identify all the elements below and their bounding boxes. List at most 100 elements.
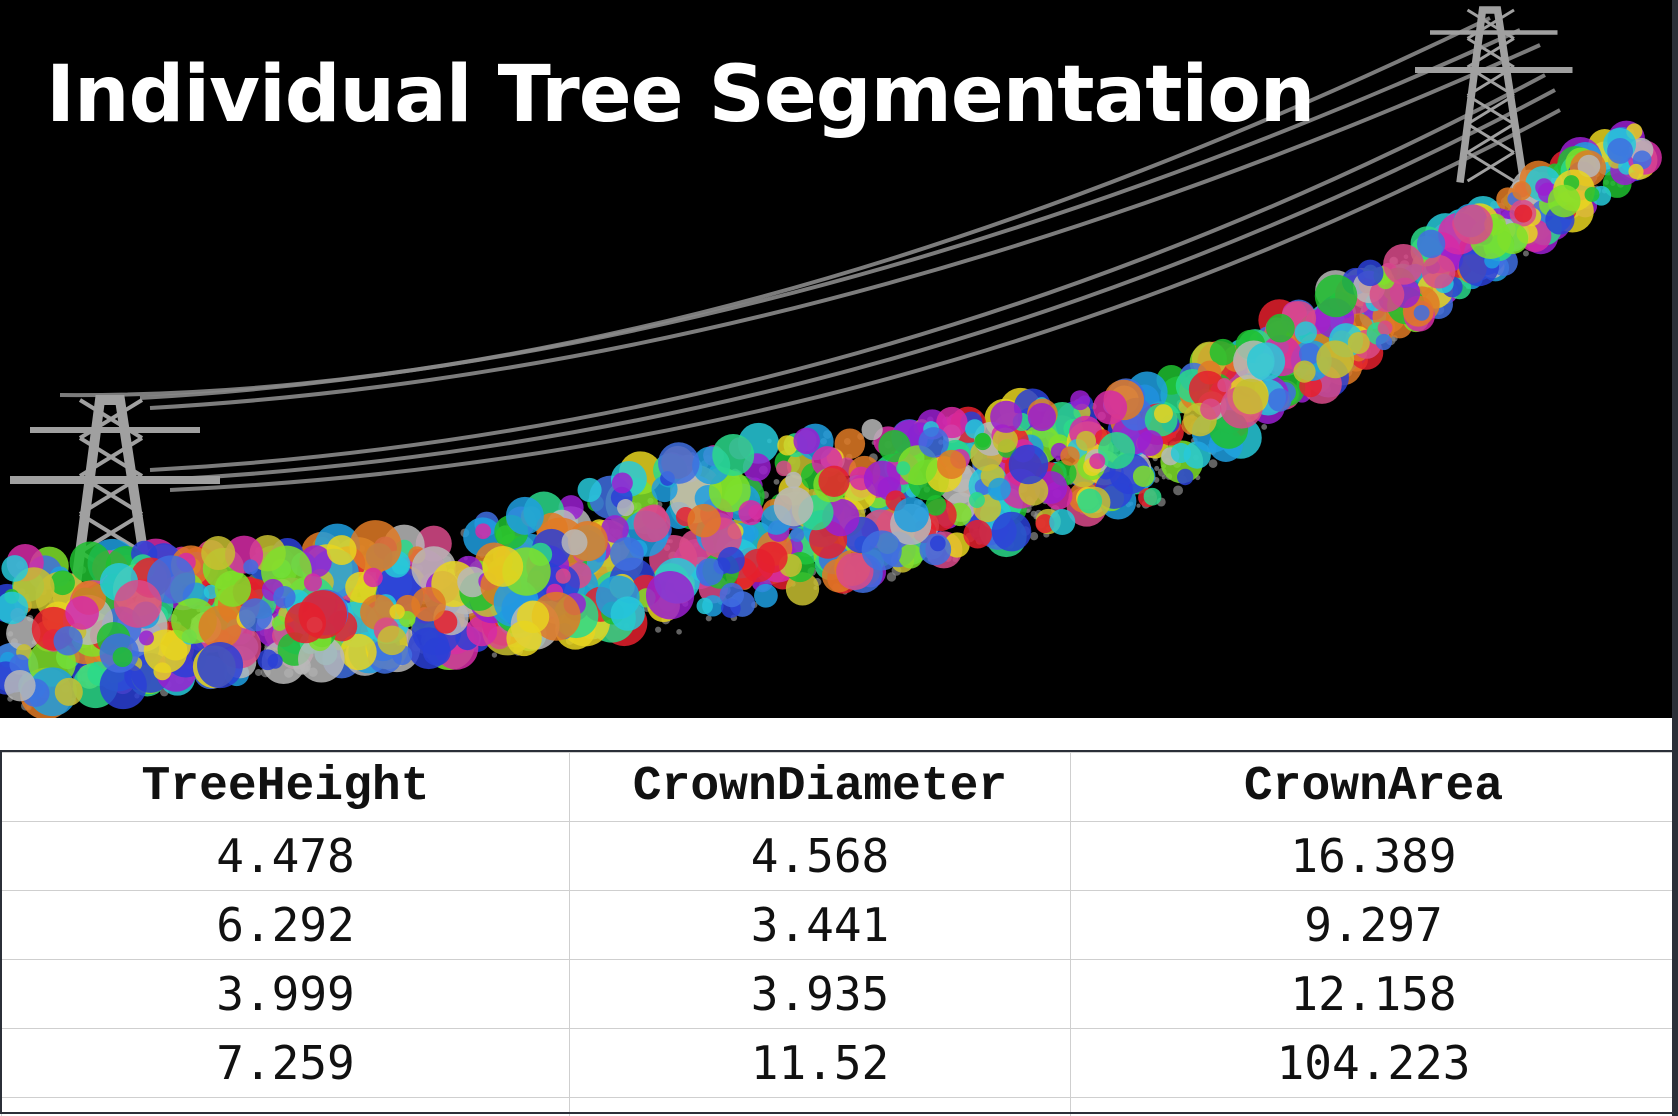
tree-crown: [1316, 340, 1355, 379]
tree-crown: [1132, 465, 1155, 487]
tree-crown: [790, 527, 805, 542]
tree-crown: [918, 427, 949, 458]
cell-crown-diameter[interactable]: 3.935: [569, 959, 1071, 1029]
table-row-partial[interactable]: [1, 1097, 1677, 1116]
tree-crown: [925, 495, 947, 516]
column-header-crown-area[interactable]: CrownArea: [1070, 752, 1677, 822]
tree-crown: [1375, 333, 1393, 351]
tree-crown: [1497, 223, 1529, 255]
tree-crown: [214, 570, 252, 607]
cell-crown-area[interactable]: 12.158: [1070, 959, 1677, 1029]
column-header-crown-diameter[interactable]: CrownDiameter: [569, 752, 1071, 822]
attribute-table: TreeHeight CrownDiameter CrownArea 4.478…: [1, 752, 1677, 1116]
tree-crown: [1265, 313, 1295, 343]
tree-crown: [69, 541, 112, 583]
tree-crown: [1421, 254, 1456, 289]
tree-crown: [963, 519, 992, 549]
cell-tree-height[interactable]: [1, 1097, 570, 1116]
cell-tree-height[interactable]: 7.259: [1, 1028, 570, 1098]
tree-crown: [53, 626, 83, 656]
tree-crown: [1413, 304, 1430, 321]
tree-crown: [1098, 432, 1136, 469]
cell-tree-height[interactable]: 4.478: [1, 821, 570, 891]
tree-crown: [0, 591, 29, 625]
tree-crown: [898, 544, 923, 569]
tree-crown: [777, 435, 798, 456]
cell-crown-area[interactable]: 16.389: [1070, 821, 1677, 891]
tree-crown: [611, 472, 633, 494]
cell-crown-diameter[interactable]: 3.441: [569, 890, 1071, 960]
tree-crown: [1607, 138, 1633, 164]
tree-crown: [776, 460, 792, 477]
tree-crown: [742, 525, 759, 542]
tree-crown: [1200, 398, 1222, 420]
power-line: [159, 88, 1556, 482]
tree-crown: [197, 642, 244, 689]
tree-crown: [50, 570, 75, 596]
cell-crown-diameter[interactable]: 4.568: [569, 821, 1071, 891]
tree-crown: [298, 635, 345, 683]
tree-crown: [1299, 342, 1321, 365]
cell-tree-height[interactable]: 6.292: [1, 890, 570, 960]
tree-crown: [1209, 338, 1237, 366]
tree-crown: [1628, 163, 1644, 180]
ground-point: [1522, 250, 1529, 257]
tree-crown: [201, 536, 236, 571]
tree-crown: [1188, 370, 1227, 409]
tree-crown: [555, 568, 571, 584]
ground-point: [1208, 459, 1218, 468]
table-row[interactable]: 7.259 11.52 104.223: [1, 1028, 1677, 1098]
tree-crown: [411, 586, 446, 622]
tree-crown: [610, 596, 645, 631]
tree-crown: [893, 497, 929, 533]
tree-crown: [298, 590, 348, 639]
window-edge: [1672, 0, 1678, 1116]
table-row[interactable]: 6.292 3.441 9.297: [1, 890, 1677, 960]
tree-crown: [273, 585, 296, 609]
tree-crown: [601, 515, 629, 543]
tree-crown: [773, 486, 814, 527]
tree-crown: [1453, 204, 1493, 245]
tree-crown: [929, 535, 946, 552]
tree-crown: [457, 566, 488, 598]
tree-crown: [340, 633, 377, 671]
ground-point: [773, 478, 780, 485]
cell-crown-diameter[interactable]: [569, 1097, 1071, 1116]
tree-crown: [990, 400, 1023, 433]
tree-crown: [363, 567, 383, 588]
ground-point: [491, 652, 498, 658]
cell-crown-diameter[interactable]: 11.52: [569, 1028, 1071, 1098]
tree-crown: [1153, 404, 1173, 424]
tree-crown: [1060, 446, 1080, 466]
point-cloud-viewport[interactable]: Individual Tree Segmentation: [0, 0, 1678, 718]
tree-crown: [1377, 320, 1393, 336]
tree-crown: [719, 582, 745, 608]
segmented-point-cloud[interactable]: [0, 0, 1678, 718]
tree-crown: [9, 654, 30, 675]
tree-crown: [633, 505, 671, 543]
tree-crown: [1383, 244, 1424, 285]
tree-crown: [1246, 342, 1286, 381]
table-row[interactable]: 4.478 4.568 16.389: [1, 821, 1677, 891]
tree-crown: [834, 428, 866, 460]
cell-tree-height[interactable]: 3.999: [1, 959, 570, 1029]
tree-crown: [198, 605, 242, 649]
column-header-tree-height[interactable]: TreeHeight: [1, 752, 570, 822]
tree-crown: [377, 625, 407, 656]
tree-crown: [4, 669, 36, 702]
tree-crown: [112, 647, 133, 668]
tree-crown: [99, 662, 147, 710]
tree-crown: [138, 630, 154, 646]
tree-crown: [113, 579, 162, 628]
tree-crown: [992, 427, 1018, 453]
table-row[interactable]: 3.999 3.935 12.158: [1, 959, 1677, 1029]
tree-crown: [756, 541, 788, 574]
tower-brace: [1466, 37, 1515, 69]
cell-crown-area[interactable]: 104.223: [1070, 1028, 1677, 1098]
tree-crown: [267, 653, 283, 669]
power-line: [149, 43, 1541, 410]
cell-crown-area[interactable]: [1070, 1097, 1677, 1116]
tree-crown: [1514, 204, 1533, 223]
cell-crown-area[interactable]: 9.297: [1070, 890, 1677, 960]
tree-crown: [1070, 390, 1091, 411]
